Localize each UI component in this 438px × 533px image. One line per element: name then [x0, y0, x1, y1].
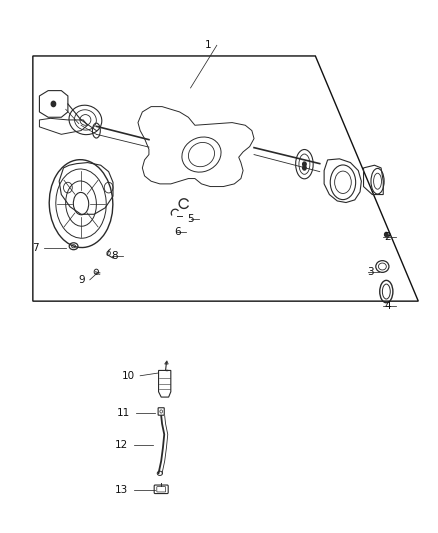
Circle shape — [303, 162, 306, 166]
Text: 12: 12 — [115, 440, 128, 450]
Text: 4: 4 — [385, 302, 391, 311]
Text: 2: 2 — [385, 232, 391, 242]
Circle shape — [51, 101, 56, 107]
Text: 9: 9 — [78, 275, 85, 285]
Text: 7: 7 — [32, 243, 39, 253]
Text: 3: 3 — [367, 267, 374, 277]
Text: 8: 8 — [111, 251, 117, 261]
Text: 5: 5 — [187, 214, 194, 223]
Circle shape — [303, 166, 306, 170]
Text: 13: 13 — [115, 486, 128, 495]
Circle shape — [385, 232, 388, 237]
Text: 1: 1 — [205, 41, 212, 50]
Text: 11: 11 — [117, 408, 131, 418]
Text: 10: 10 — [122, 371, 135, 381]
Text: 6: 6 — [174, 227, 181, 237]
